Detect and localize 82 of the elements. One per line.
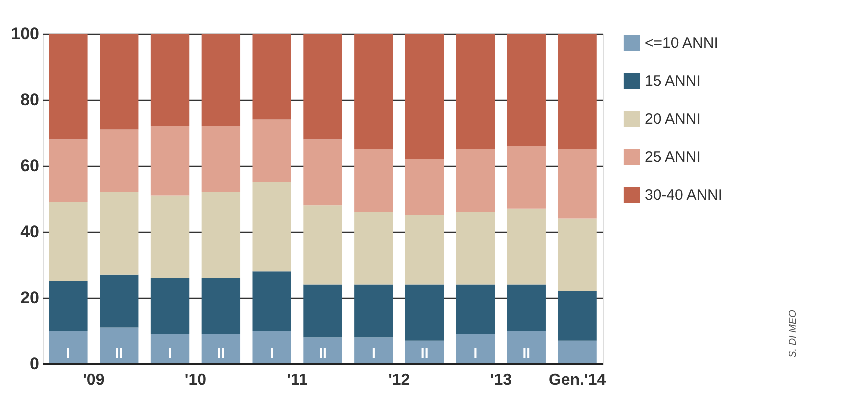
- x-tick-label: II: [115, 345, 124, 361]
- bar: [202, 334, 241, 364]
- bar: [354, 150, 394, 212]
- bar: [507, 146, 546, 209]
- x-tick-label: I: [474, 345, 478, 361]
- bar: [456, 212, 496, 285]
- bar: [456, 334, 496, 364]
- x-tick-label: I: [372, 345, 376, 361]
- bar: [252, 272, 292, 331]
- x-tick-label: II: [522, 345, 531, 361]
- bar: [354, 34, 394, 150]
- bar: [405, 34, 444, 160]
- bar: [100, 130, 139, 192]
- y-tick-label: 0: [30, 354, 40, 374]
- bar: [304, 338, 342, 364]
- bar: [507, 208, 546, 285]
- text: '11: [287, 372, 308, 389]
- bar: [456, 150, 496, 212]
- legend-label: 15 ANNI: [645, 73, 701, 90]
- x-tick-label: I: [66, 345, 70, 361]
- bar: [49, 34, 88, 140]
- bar: [558, 218, 597, 292]
- bar: [405, 284, 444, 341]
- bar: [150, 278, 190, 334]
- y-tick-label: 40: [20, 222, 40, 242]
- bar: [150, 334, 190, 364]
- text: Gen.'14: [548, 372, 606, 389]
- x-tick-label: I: [168, 345, 172, 361]
- bar: [456, 34, 496, 150]
- bar: [558, 150, 597, 219]
- bar: [354, 284, 394, 338]
- bar: [49, 331, 88, 364]
- bar: [252, 34, 292, 120]
- bar: [49, 140, 88, 202]
- bar: [304, 206, 342, 285]
- text: S. DI MEO: [788, 310, 799, 358]
- bar: [507, 331, 546, 364]
- bar: [49, 202, 88, 282]
- bar: [100, 274, 139, 328]
- bar: [304, 140, 342, 206]
- x-tick-label: II: [319, 345, 327, 361]
- text: '12: [388, 372, 410, 389]
- bar: [202, 126, 241, 192]
- text: '13: [490, 372, 512, 389]
- y-tick-label: 100: [11, 24, 40, 44]
- bar: [558, 291, 597, 341]
- legend-label: 20 ANNI: [645, 111, 701, 128]
- bar: [100, 192, 139, 275]
- legend-label: 30-40 ANNI: [645, 187, 723, 204]
- y-tick-label: 80: [20, 90, 40, 110]
- bar: [202, 34, 241, 126]
- bar: [150, 126, 190, 196]
- bar: [507, 34, 546, 146]
- bar: [354, 212, 394, 285]
- bar: [252, 182, 292, 272]
- bar: [558, 340, 597, 364]
- bar: [507, 284, 546, 331]
- bar: [304, 34, 342, 140]
- bar: [49, 282, 88, 331]
- x-tick-label: I: [270, 345, 274, 361]
- y-tick-label: 20: [20, 288, 40, 308]
- bar: [150, 34, 190, 126]
- legend-label: <=10 ANNI: [645, 35, 718, 52]
- x-tick-label: II: [217, 345, 226, 361]
- bar: [100, 34, 139, 130]
- bar: [405, 216, 444, 285]
- bar: [304, 284, 342, 338]
- bar: [558, 34, 597, 150]
- bar: [252, 331, 292, 364]
- bar: [405, 159, 444, 216]
- bar: [202, 192, 241, 278]
- text: '10: [184, 372, 207, 389]
- bar: [354, 338, 394, 364]
- bar: [456, 284, 496, 334]
- legend-label: 25 ANNI: [645, 149, 701, 166]
- bar: [150, 196, 190, 278]
- y-tick-label: 60: [20, 156, 40, 176]
- bar: [100, 328, 139, 364]
- bar: [252, 120, 292, 182]
- x-tick-label: II: [420, 345, 429, 361]
- text: '09: [83, 372, 105, 389]
- bar: [202, 278, 241, 334]
